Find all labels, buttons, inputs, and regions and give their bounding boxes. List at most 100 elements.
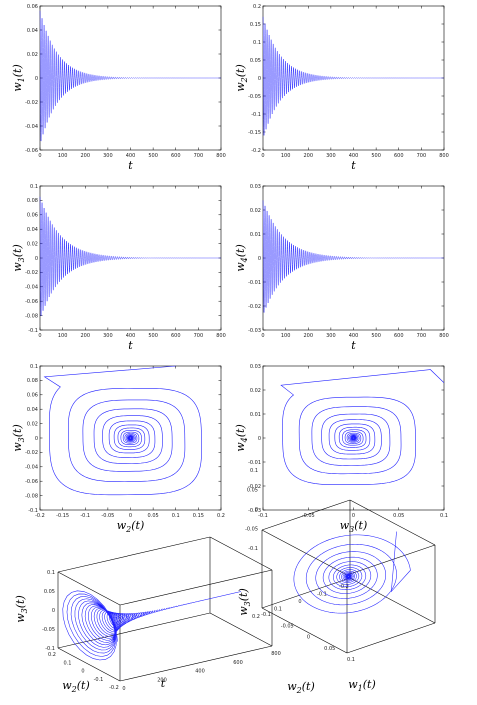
- x-axis-label: t: [128, 159, 133, 172]
- x-tick-label: 400: [349, 153, 359, 159]
- y-tick-label: 0.01: [250, 412, 261, 418]
- trajectory-line: [43, 365, 202, 496]
- y-tick-label: -0.02: [248, 304, 261, 310]
- x-tick-label: 500: [148, 153, 158, 159]
- x-tick-label: 300: [326, 153, 336, 159]
- x-tick-label: 0: [261, 333, 264, 339]
- trajectory-line: [280, 369, 445, 486]
- y-tick-label: -0.02: [25, 270, 38, 276]
- y-tick-label: -0.02: [25, 450, 38, 456]
- w1-tick-label: -0.05: [281, 623, 294, 629]
- z-axis-label-text: w3(t): [14, 595, 29, 623]
- box-edge: [57, 571, 121, 606]
- box-edge: [346, 544, 436, 576]
- y-tick-label: -0.01: [248, 280, 261, 286]
- w3-tick-label: 0: [255, 507, 258, 513]
- x-axis-label-text: t: [128, 339, 133, 352]
- x-axis-label-text: w3(t): [340, 519, 368, 534]
- box-edge: [209, 612, 273, 647]
- series-line: [39, 10, 221, 142]
- box-edge: [349, 499, 436, 546]
- w1-tick-label: -0.1: [261, 612, 271, 618]
- y-tick-label: -0.2: [251, 148, 261, 154]
- y-tick-label: -0.02: [248, 484, 261, 490]
- panel-w2t: 0 100 200 300 400 500 600 700 800 -0.2 -0.15 -0.1 -0…: [234, 4, 449, 172]
- y-tick-label: 0: [35, 76, 38, 82]
- series-line: [262, 200, 444, 314]
- y-tick-label: -0.04: [25, 124, 38, 130]
- w3-tick-label: -0.05: [42, 627, 55, 633]
- x-tick-label: 0: [129, 513, 132, 519]
- y-tick-label: -0.03: [248, 328, 261, 334]
- y-tick-label: -0.06: [25, 479, 38, 485]
- y-tick-label: 0.1: [30, 364, 38, 370]
- x-axis-label: w3(t): [340, 519, 368, 534]
- w3-tick-label: 0.05: [247, 488, 258, 494]
- x-axis-label-text: t: [351, 339, 356, 352]
- y-tick-label: -0.1: [28, 508, 38, 514]
- y-tick-label: 0.08: [27, 378, 38, 384]
- x-tick-label: 400: [126, 153, 136, 159]
- box-edge: [349, 577, 436, 624]
- x-tick-label: 0.05: [393, 513, 404, 519]
- y-tick-label: -0.04: [25, 465, 38, 471]
- w1-tick-label: 0.05: [324, 646, 335, 652]
- x-tick-label: 700: [417, 153, 427, 159]
- x-tick-label: 800: [216, 153, 226, 159]
- x-tick-label: -0.05: [302, 513, 315, 519]
- x-tick-label: 800: [439, 333, 449, 339]
- y-tick-label: 0.02: [27, 241, 38, 247]
- x-tick-label: 700: [194, 153, 204, 159]
- y-tick-label: -0.08: [25, 493, 38, 499]
- y-tick-label: -0.04: [25, 285, 38, 291]
- t-tick-label: 800: [271, 651, 281, 657]
- y-axis-label-text: w3(t): [11, 244, 26, 272]
- x-tick-label: -0.1: [80, 513, 90, 519]
- x-tick-label: 100: [58, 153, 68, 159]
- x-tick-label: 700: [194, 333, 204, 339]
- x-tick-label: 500: [148, 333, 158, 339]
- z-axis-label: w3(t): [237, 588, 252, 616]
- box-edge: [119, 645, 273, 682]
- w2-tick-label: 0: [81, 669, 84, 675]
- panel-w1t: 0 100 200 300 400 500 600 700 800 -0.06 -0.04 -0.02…: [11, 4, 226, 172]
- y-tick-label: 0.02: [250, 208, 261, 214]
- y-tick-label: -0.06: [25, 299, 38, 305]
- y-tick-label: 0.03: [250, 364, 261, 370]
- y-axis-label-text: w3(t): [11, 424, 26, 452]
- x-tick-label: 200: [80, 153, 90, 159]
- y-axis-label-text: t: [161, 677, 166, 690]
- w1-tick-label: 0.1: [347, 657, 355, 663]
- w2-tick-label: 0: [298, 599, 301, 605]
- y-tick-label: -0.1: [251, 112, 261, 118]
- y-axis-label-text: w2(t): [234, 64, 249, 92]
- y-axis-label: w2(t): [234, 64, 249, 92]
- panel-w4t: 0 100 200 300 400 500 600 700 800 -0.03 -0.02 -0.01…: [234, 184, 449, 352]
- z-axis-label: w3(t): [14, 595, 29, 623]
- y-tick-label: 0.02: [250, 388, 261, 394]
- x-tick-label: -0.15: [56, 513, 69, 519]
- t-tick-label: 600: [233, 660, 243, 666]
- x-tick-label: 100: [281, 333, 291, 339]
- w2-tick-label: -0.1: [94, 677, 104, 683]
- x-tick-label: 600: [171, 333, 181, 339]
- x-tick-label: 600: [394, 333, 404, 339]
- x-tick-label: 0.1: [172, 513, 180, 519]
- w3-tick-label: -0.05: [245, 527, 258, 533]
- x-tick-label: 0.05: [148, 513, 159, 519]
- y-tick-label: -0.03: [248, 508, 261, 514]
- z-axis-label-text: w3(t): [237, 588, 252, 616]
- x-axis-label-text: w1(t): [348, 678, 376, 693]
- w3-tick-label: 0.1: [250, 468, 258, 474]
- x-axis-label: w1(t): [348, 678, 376, 693]
- x-tick-label: 400: [126, 333, 136, 339]
- y-axis-label-text: w4(t): [234, 424, 249, 452]
- y-tick-label: 0: [258, 256, 261, 262]
- box-edge: [261, 577, 351, 609]
- y-axis-label: w3(t): [11, 244, 26, 272]
- x-tick-label: 0.15: [193, 513, 204, 519]
- x-axis-label: t: [128, 339, 133, 352]
- x-tick-label: 800: [439, 153, 449, 159]
- box-edge: [57, 536, 211, 573]
